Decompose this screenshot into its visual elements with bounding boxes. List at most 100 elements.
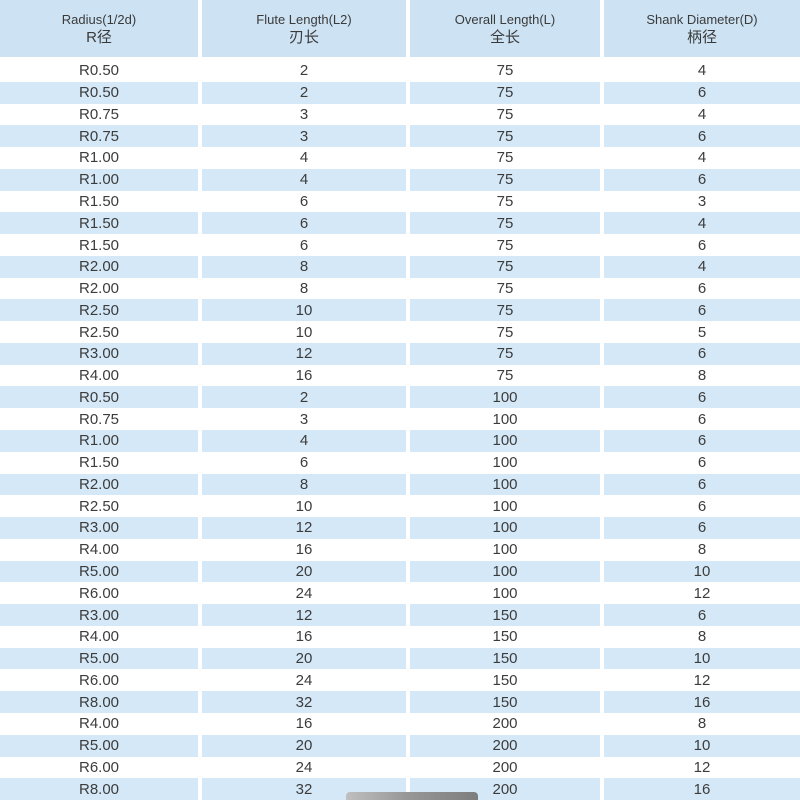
- cell-overall-length: 200: [410, 734, 600, 757]
- header-cell-overall-length: Overall Length(L) 全长: [410, 0, 600, 57]
- cell-flute-length: 16: [202, 538, 406, 561]
- header-cell-shank-diameter: Shank Diameter(D) 柄径: [604, 0, 800, 57]
- table-row: R1.50 6 75 4: [0, 212, 800, 235]
- cell-flute-length: 6: [202, 190, 406, 213]
- table-row: R3.00 12 150 6: [0, 604, 800, 626]
- cell-flute-length: 8: [202, 255, 406, 278]
- header-flute-length-en: Flute Length(L2): [256, 11, 352, 27]
- header-radius-zh: R径: [86, 28, 112, 46]
- cell-overall-length: 100: [410, 451, 600, 474]
- cell-shank-diameter: 4: [604, 60, 800, 82]
- cell-shank-diameter: 6: [604, 81, 800, 104]
- cell-flute-length: 3: [202, 103, 406, 126]
- cell-shank-diameter: 6: [604, 234, 800, 256]
- cell-shank-diameter: 5: [604, 321, 800, 343]
- cell-shank-diameter: 6: [604, 495, 800, 518]
- cell-shank-diameter: 6: [604, 473, 800, 496]
- cell-radius: R2.00: [0, 277, 198, 300]
- cell-radius: R5.00: [0, 734, 198, 757]
- cell-overall-length: 100: [410, 386, 600, 409]
- table-row: R0.75 3 75 4: [0, 103, 800, 126]
- cell-overall-length: 150: [410, 647, 600, 670]
- table-row: R5.00 20 150 10: [0, 647, 800, 670]
- table-row: R0.75 3 75 6: [0, 125, 800, 148]
- header-shank-diameter-en: Shank Diameter(D): [646, 11, 758, 27]
- cell-flute-length: 10: [202, 495, 406, 518]
- cell-overall-length: 75: [410, 60, 600, 82]
- cell-shank-diameter: 6: [604, 168, 800, 191]
- table-row: R6.00 24 100 12: [0, 582, 800, 605]
- cell-radius: R3.00: [0, 517, 198, 539]
- table-row: R2.50 10 75 6: [0, 299, 800, 322]
- cell-radius: R1.00: [0, 168, 198, 191]
- table-row: R1.00 4 100 6: [0, 430, 800, 452]
- cell-radius: R8.00: [0, 778, 198, 800]
- cell-overall-length: 75: [410, 147, 600, 169]
- table-row: R0.50 2 75 6: [0, 81, 800, 104]
- table-row: R0.50 2 75 4: [0, 60, 800, 82]
- cell-radius: R1.50: [0, 451, 198, 474]
- cell-overall-length: 150: [410, 691, 600, 713]
- cell-overall-length: 100: [410, 495, 600, 518]
- cell-flute-length: 10: [202, 321, 406, 343]
- cell-shank-diameter: 6: [604, 125, 800, 148]
- cell-flute-length: 16: [202, 712, 406, 735]
- cell-radius: R1.50: [0, 234, 198, 256]
- cell-shank-diameter: 6: [604, 604, 800, 626]
- cell-shank-diameter: 10: [604, 560, 800, 583]
- cell-shank-diameter: 8: [604, 364, 800, 387]
- cell-flute-length: 16: [202, 364, 406, 387]
- cell-radius: R1.50: [0, 212, 198, 235]
- cell-shank-diameter: 6: [604, 299, 800, 322]
- cell-overall-length: 75: [410, 364, 600, 387]
- cell-flute-length: 6: [202, 234, 406, 256]
- cell-overall-length: 75: [410, 168, 600, 191]
- cell-overall-length: 200: [410, 712, 600, 735]
- cell-overall-length: 75: [410, 212, 600, 235]
- cell-shank-diameter: 6: [604, 451, 800, 474]
- cell-overall-length: 75: [410, 277, 600, 300]
- cell-radius: R6.00: [0, 756, 198, 779]
- cell-shank-diameter: 10: [604, 647, 800, 670]
- cell-radius: R1.00: [0, 430, 198, 452]
- cell-flute-length: 4: [202, 147, 406, 169]
- table-row: R2.50 10 100 6: [0, 495, 800, 518]
- cell-radius: R4.00: [0, 712, 198, 735]
- table-row: R1.00 4 75 6: [0, 168, 800, 191]
- header-shank-diameter-zh: 柄径: [686, 28, 717, 46]
- cell-flute-length: 20: [202, 560, 406, 583]
- table-row: R5.00 20 100 10: [0, 560, 800, 583]
- table-row: R1.00 4 75 4: [0, 147, 800, 169]
- cell-flute-length: 24: [202, 582, 406, 605]
- cell-overall-length: 200: [410, 756, 600, 779]
- cell-flute-length: 20: [202, 734, 406, 757]
- cell-shank-diameter: 16: [604, 778, 800, 800]
- cell-flute-length: 12: [202, 517, 406, 539]
- cropped-photo-top-edge: [346, 792, 478, 800]
- cell-flute-length: 24: [202, 669, 406, 692]
- cell-overall-length: 75: [410, 321, 600, 343]
- cell-flute-length: 2: [202, 60, 406, 82]
- cell-shank-diameter: 6: [604, 342, 800, 365]
- cell-flute-length: 4: [202, 430, 406, 452]
- cell-radius: R2.50: [0, 299, 198, 322]
- cell-shank-diameter: 8: [604, 625, 800, 648]
- cell-overall-length: 75: [410, 255, 600, 278]
- cell-shank-diameter: 6: [604, 430, 800, 452]
- cell-overall-length: 100: [410, 517, 600, 539]
- cell-flute-length: 2: [202, 81, 406, 104]
- cell-flute-length: 3: [202, 125, 406, 148]
- table-row: R0.75 3 100 6: [0, 408, 800, 431]
- cell-overall-length: 100: [410, 473, 600, 496]
- cell-flute-length: 3: [202, 408, 406, 431]
- cell-shank-diameter: 4: [604, 255, 800, 278]
- cell-radius: R2.00: [0, 255, 198, 278]
- header-overall-length-zh: 全长: [489, 28, 520, 46]
- cell-radius: R2.50: [0, 495, 198, 518]
- table-row: R2.50 10 75 5: [0, 321, 800, 343]
- table-body: R0.50 2 75 4 R0.50 2 75 6 R0.75 3 75 4 R…: [0, 60, 800, 800]
- cell-shank-diameter: 6: [604, 408, 800, 431]
- cell-radius: R5.00: [0, 560, 198, 583]
- cell-shank-diameter: 4: [604, 212, 800, 235]
- cell-flute-length: 6: [202, 212, 406, 235]
